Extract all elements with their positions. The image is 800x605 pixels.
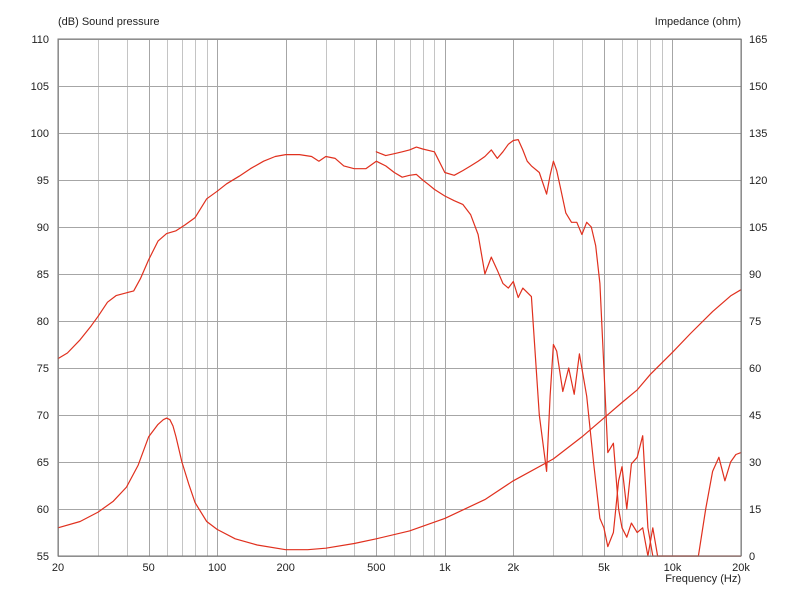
- x-tick-label: 200: [276, 562, 294, 574]
- y-left-tick-label: 75: [37, 363, 49, 375]
- y-right-tick-label: 135: [749, 128, 767, 140]
- y-right-tick-label: 0: [749, 551, 755, 563]
- x-tick-label: 50: [142, 562, 154, 574]
- y-left-tick-label: 105: [31, 81, 49, 93]
- x-axis-label: Frequency (Hz): [665, 573, 741, 585]
- y-right-tick-label: 60: [749, 363, 761, 375]
- y-right-tick-label: 15: [749, 504, 761, 516]
- y-right-tick-label: 165: [749, 34, 767, 46]
- y-left-tick-label: 100: [31, 128, 49, 140]
- y-right-tick-label: 75: [749, 316, 761, 328]
- y-left-tick-label: 110: [31, 34, 49, 46]
- x-tick-label: 2k: [508, 562, 520, 574]
- tick-labels: 20 50 100 200 500 1k 2k 5k 10k 20k 55 60 65 70 75 80 85 9…: [31, 34, 768, 574]
- x-tick-label: 100: [208, 562, 226, 574]
- y-left-tick-label: 85: [37, 269, 49, 281]
- x-tick-label: 500: [367, 562, 385, 574]
- y-right-tick-label: 105: [749, 222, 767, 234]
- y-right-tick-label: 90: [749, 269, 761, 281]
- grid: [58, 39, 742, 557]
- y-left-tick-label: 80: [37, 316, 49, 328]
- x-tick-label: 20: [52, 562, 64, 574]
- y-right-tick-label: 45: [749, 410, 761, 422]
- y-right-axis-label: Impedance (ohm): [655, 16, 741, 28]
- y-left-tick-label: 90: [37, 222, 49, 234]
- x-tick-label: 10k: [664, 562, 682, 574]
- y-left-tick-label: 70: [37, 410, 49, 422]
- spl-curve-1: [57, 154, 742, 557]
- y-right-tick-label: 120: [749, 175, 767, 187]
- plot-frame: [57, 38, 742, 557]
- y-left-tick-label: 55: [37, 551, 49, 563]
- x-tick-label: 20k: [732, 562, 750, 574]
- x-tick-label: 1k: [439, 562, 451, 574]
- y-left-axis-label: (dB) Sound pressure: [58, 16, 160, 28]
- y-right-tick-label: 30: [749, 457, 761, 469]
- y-left-tick-label: 65: [37, 457, 49, 469]
- y-right-tick-label: 150: [749, 81, 767, 93]
- y-left-tick-label: 95: [37, 175, 49, 187]
- impedance-curve: [57, 289, 742, 551]
- x-tick-label: 5k: [598, 562, 610, 574]
- y-left-tick-label: 60: [37, 504, 49, 516]
